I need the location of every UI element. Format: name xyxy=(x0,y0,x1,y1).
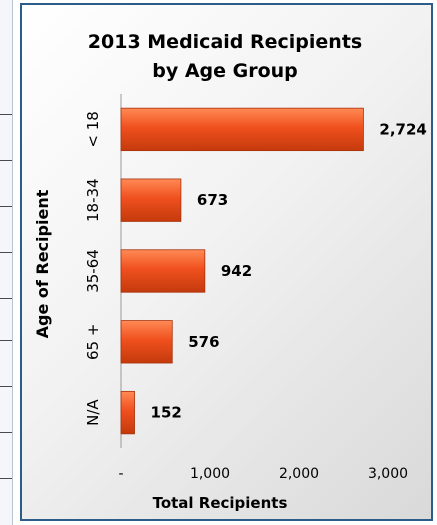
category-label-2: 35-64 xyxy=(84,249,102,293)
bar-3 xyxy=(120,320,173,364)
row-divider xyxy=(0,160,12,161)
data-label-2: 942 xyxy=(221,262,252,280)
category-label-0: < 18 xyxy=(84,111,102,147)
chart-frame xyxy=(20,3,433,521)
x-tick-label-1: 1,000 xyxy=(190,466,230,482)
x-axis-title: Total Recipients xyxy=(153,494,288,512)
bar-0 xyxy=(120,107,364,152)
data-label-4: 152 xyxy=(151,404,182,422)
row-divider xyxy=(0,386,12,387)
data-label-0: 2,724 xyxy=(379,120,426,138)
row-divider xyxy=(0,340,12,341)
row-divider xyxy=(0,432,12,433)
data-label-3: 576 xyxy=(188,333,219,351)
row-divider xyxy=(0,252,12,253)
chart-title-line-1: 2013 Medicaid Recipients xyxy=(88,31,362,53)
bar-4 xyxy=(120,390,135,435)
x-tick-label-3: 3,000 xyxy=(368,466,408,482)
row-divider xyxy=(0,298,12,299)
data-label-1: 673 xyxy=(197,191,228,209)
left-panel-edge xyxy=(0,0,13,525)
category-label-1: 18-34 xyxy=(84,178,102,222)
x-tick-label-0: - xyxy=(118,466,123,482)
chart-title-line-2: by Age Group xyxy=(152,60,298,82)
category-label-4: N/A xyxy=(84,399,102,426)
x-tick-label-2: 2,000 xyxy=(279,466,319,482)
y-axis-title: Age of Recipient xyxy=(33,189,52,338)
row-divider xyxy=(0,478,12,479)
bar-2 xyxy=(120,249,206,293)
row-divider xyxy=(0,206,12,207)
row-divider xyxy=(0,114,12,115)
category-label-3: 65 + xyxy=(84,324,102,360)
bar-1 xyxy=(120,178,182,222)
